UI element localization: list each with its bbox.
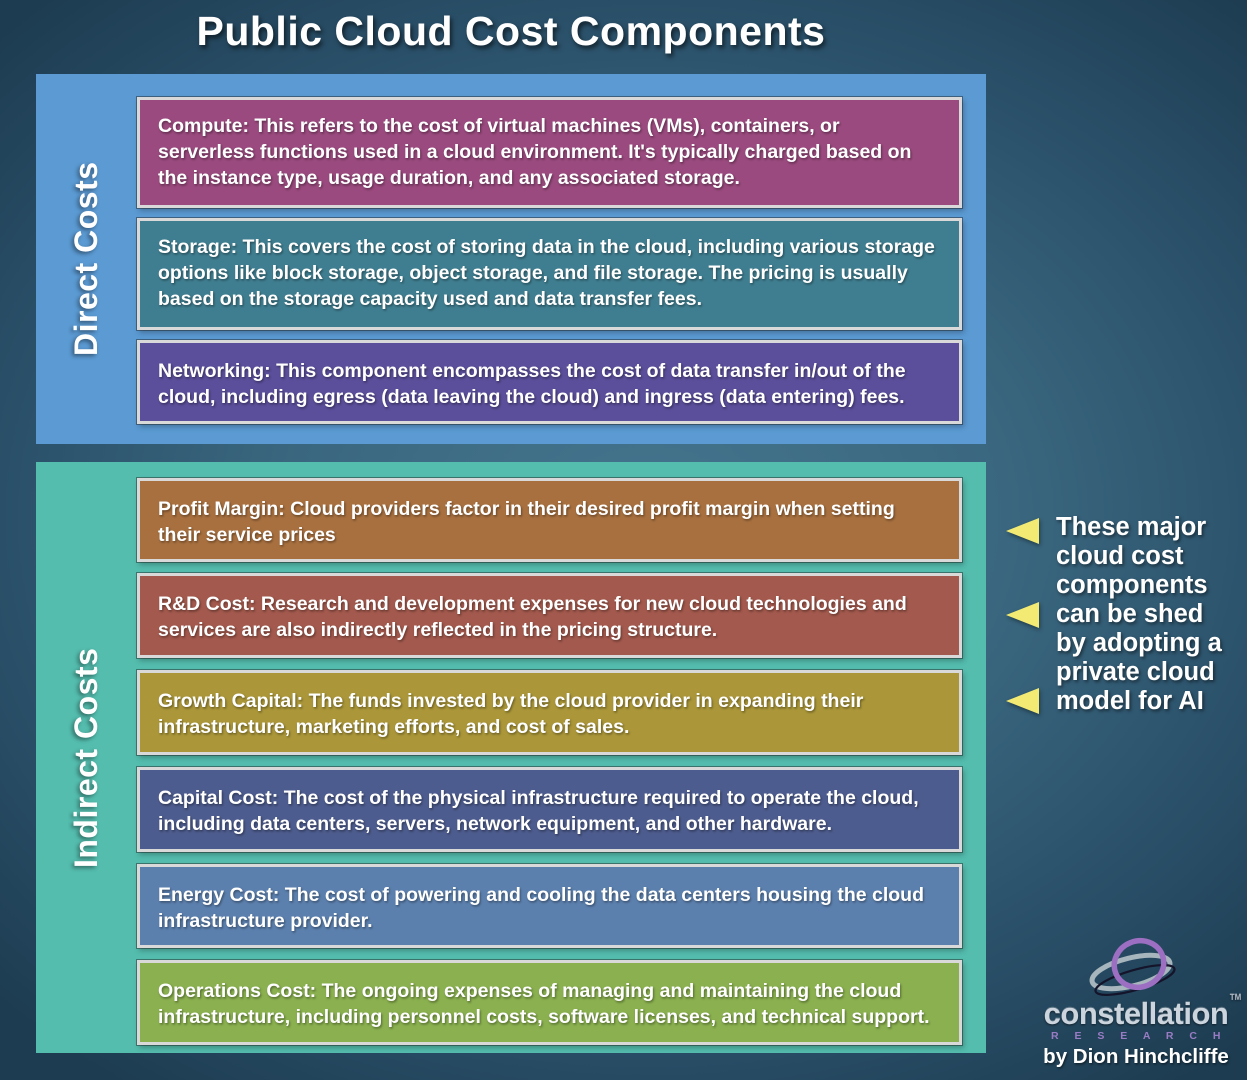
cost-box-energy-cost: Energy Cost: The cost of powering and co… <box>137 864 962 948</box>
cost-description: The cost of the physical infrastructure … <box>158 787 919 835</box>
constellation-research-logo: constellation TM R E S E A R C H by Dion… <box>1038 936 1242 1069</box>
indirect-costs-label: Indirect Costs <box>68 647 104 868</box>
cost-description: The ongoing expenses of managing and mai… <box>158 980 930 1028</box>
cost-description: Cloud providers factor in their desired … <box>158 498 895 546</box>
cost-description: Research and development expenses for ne… <box>158 593 907 641</box>
page-title: Public Cloud Cost Components <box>196 8 826 54</box>
cost-term: Energy Cost: <box>158 884 280 906</box>
cost-description: The funds invested by the cloud provider… <box>158 690 864 738</box>
cost-term: Capital Cost: <box>158 787 279 809</box>
direct-costs-label: Direct Costs <box>68 161 104 357</box>
cost-description: This component encompasses the cost of d… <box>158 360 906 408</box>
cost-term: Growth Capital: <box>158 690 304 712</box>
left-arrow-icon <box>1006 518 1039 544</box>
cost-box-compute: Compute: This refers to the cost of virt… <box>137 97 962 208</box>
left-arrow-icon <box>1006 688 1039 714</box>
cost-box-storage: Storage: This covers the cost of storing… <box>137 218 962 330</box>
cost-box-profit-margin: Profit Margin: Cloud providers factor in… <box>137 478 962 562</box>
cost-description: This refers to the cost of virtual machi… <box>158 115 912 189</box>
cost-term: Profit Margin: <box>158 498 285 520</box>
cost-term: Networking: <box>158 360 271 382</box>
left-arrow-icon <box>1006 602 1039 628</box>
orbit-logo-icon <box>1089 937 1176 996</box>
cost-box-networking: Networking: This component encompasses t… <box>137 340 962 424</box>
cost-description: The cost of powering and cooling the dat… <box>158 884 924 932</box>
callout-text: These major cloud cost components can be… <box>1056 513 1222 715</box>
cost-term: R&D Cost: <box>158 593 256 615</box>
cost-box-growth-capital: Growth Capital: The funds invested by th… <box>137 670 962 755</box>
cost-box-capital-cost: Capital Cost: The cost of the physical i… <box>137 767 962 852</box>
trademark-symbol: TM <box>1229 993 1242 1002</box>
cost-term: Compute: <box>158 115 249 137</box>
logo-byline: by Dion Hinchcliffe <box>1043 1045 1229 1068</box>
cost-box-rd-cost: R&D Cost: Research and development expen… <box>137 573 962 658</box>
cost-term: Storage: <box>158 236 238 258</box>
indirect-costs-section: Indirect Costs Profit Margin: Cloud prov… <box>36 462 986 1053</box>
logo-wordmark: constellation TM <box>1043 993 1242 1031</box>
direct-costs-section: Direct Costs Compute: This refers to the… <box>36 74 986 444</box>
cost-term: Operations Cost: <box>158 980 317 1002</box>
logo-research-text: R E S E A R C H <box>1050 1030 1228 1042</box>
cost-description: This covers the cost of storing data in … <box>158 236 935 310</box>
cost-box-operations-cost: Operations Cost: The ongoing expenses of… <box>137 960 962 1045</box>
